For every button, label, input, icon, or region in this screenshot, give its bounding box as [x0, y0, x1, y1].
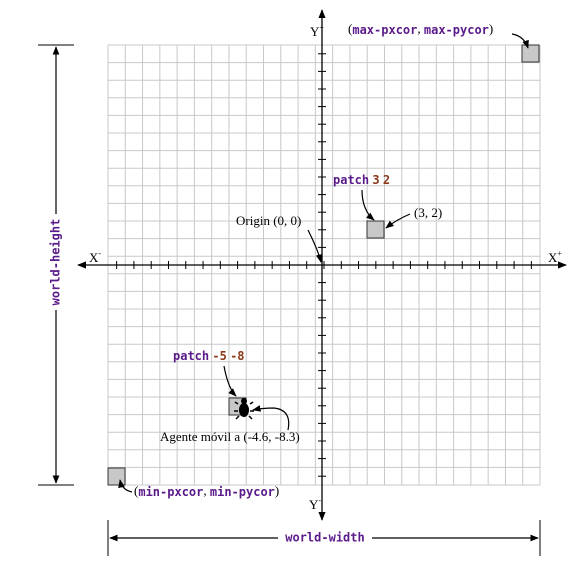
min-arrow [118, 479, 133, 493]
turtle-label: Agente móvil a (-4.6, -8.3) [160, 429, 300, 444]
y-top-label: Y+ [310, 23, 324, 39]
turtle-arrow [252, 405, 290, 431]
patch-a-coords-arrow [385, 213, 411, 229]
width-label-bg [278, 528, 372, 548]
max-arrow [511, 33, 529, 49]
patch-3-2 [366, 220, 385, 239]
x-left-label: X- [89, 249, 101, 265]
patch-a-coords: (3, 2) [414, 205, 442, 220]
origin-arrow [307, 229, 323, 263]
patch-min [107, 467, 126, 486]
min-corner-label: (min-pxcor, min-pycor) [134, 483, 279, 499]
patch-b-arrow [223, 365, 237, 397]
world-height-label: world-height [49, 219, 63, 306]
origin-label: Origin (0, 0) [236, 213, 301, 228]
patch-a-label: patch 3 2 [333, 171, 390, 187]
patch-a-arrow [361, 189, 375, 221]
axis-ticks [116, 53, 532, 477]
max-corner-label: (max-pxcor, max-pycor) [348, 21, 493, 37]
height-label-bg [46, 214, 66, 310]
y-bottom-label: Y- [309, 496, 321, 512]
patch-b-label: patch -5 -8 [173, 347, 245, 363]
world-width-label: world-width [285, 531, 364, 545]
patch-max [521, 44, 540, 63]
turtle [234, 398, 254, 420]
x-right-label: X+ [548, 249, 562, 265]
